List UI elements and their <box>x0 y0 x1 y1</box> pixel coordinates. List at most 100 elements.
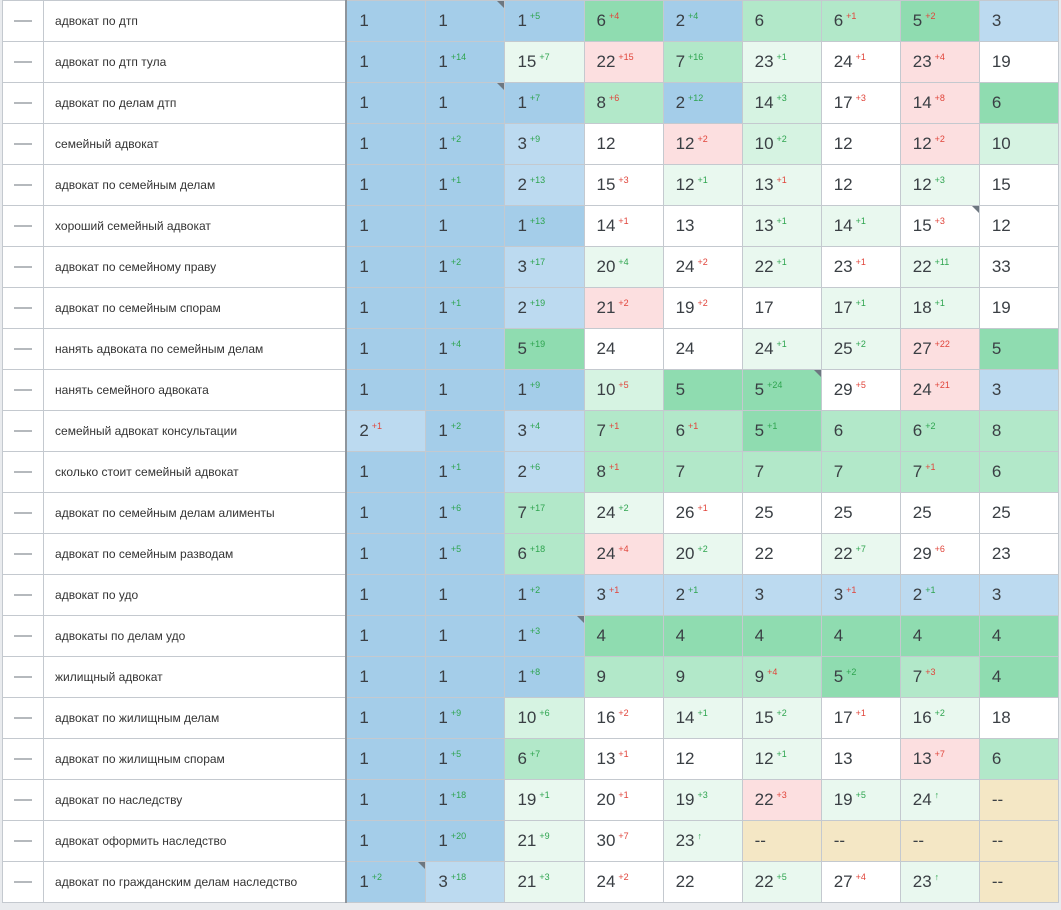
position-cell[interactable]: 1 <box>345 615 427 657</box>
position-cell[interactable]: 2 +1 <box>899 574 980 616</box>
row-collapse-toggle[interactable] <box>1 820 45 862</box>
position-cell[interactable]: 16 +2 <box>899 697 980 739</box>
position-cell[interactable]: 10 <box>978 123 1060 165</box>
position-cell[interactable]: 6 +2 <box>899 410 980 452</box>
position-cell[interactable]: 6 +18 <box>504 533 585 575</box>
position-cell[interactable]: 1 <box>425 656 506 698</box>
position-cell[interactable]: 1 <box>345 369 427 411</box>
position-cell[interactable]: 6 <box>978 738 1060 780</box>
position-cell[interactable]: 3 +18 <box>425 861 506 903</box>
position-cell[interactable]: 15 +3 <box>899 205 980 247</box>
position-cell[interactable]: 24 +1 <box>820 41 901 83</box>
position-cell[interactable]: 18 +1 <box>899 287 980 329</box>
position-cell[interactable]: 22 +7 <box>820 533 901 575</box>
position-cell[interactable]: 25 <box>820 492 901 534</box>
position-cell[interactable]: 1 +1 <box>425 164 506 206</box>
position-cell[interactable]: 29 +6 <box>899 533 980 575</box>
position-cell[interactable]: 3 +17 <box>504 246 585 288</box>
position-cell[interactable]: 1 +2 <box>425 123 506 165</box>
row-collapse-toggle[interactable] <box>1 451 45 493</box>
position-cell[interactable]: 12 +3 <box>899 164 980 206</box>
position-cell[interactable]: 7 +3 <box>899 656 980 698</box>
note-corner-marker[interactable] <box>576 616 584 623</box>
position-cell[interactable]: 14 +3 <box>741 82 822 124</box>
position-cell[interactable]: 1 +2 <box>345 861 427 903</box>
row-collapse-toggle[interactable] <box>1 697 45 739</box>
position-cell[interactable]: 3 <box>978 574 1060 616</box>
position-cell[interactable]: 13 +1 <box>741 205 822 247</box>
row-collapse-toggle[interactable] <box>1 738 45 780</box>
position-cell[interactable]: 25 <box>978 492 1060 534</box>
position-cell[interactable]: 1 <box>345 779 427 821</box>
position-cell[interactable]: 19 <box>978 287 1060 329</box>
position-cell[interactable]: 6 +4 <box>583 0 664 42</box>
position-cell[interactable]: 1 +18 <box>425 779 506 821</box>
position-cell[interactable]: 7 <box>820 451 901 493</box>
position-cell[interactable]: 6 <box>741 0 822 42</box>
position-cell[interactable]: 25 +2 <box>820 328 901 370</box>
row-collapse-toggle[interactable] <box>1 533 45 575</box>
position-cell[interactable]: 8 <box>978 410 1060 452</box>
position-cell[interactable]: 9 +4 <box>741 656 822 698</box>
position-cell[interactable]: 1 <box>425 615 506 657</box>
position-cell[interactable]: 1 <box>425 574 506 616</box>
position-cell[interactable]: 6 +1 <box>662 410 743 452</box>
note-corner-marker[interactable] <box>497 83 505 90</box>
position-cell[interactable]: 6 <box>978 82 1060 124</box>
position-cell[interactable]: 20 +4 <box>583 246 664 288</box>
position-cell[interactable]: 1 <box>345 533 427 575</box>
position-cell[interactable]: 12 +1 <box>741 738 822 780</box>
position-cell[interactable]: 1 +6 <box>425 492 506 534</box>
position-cell[interactable]: 4 <box>978 656 1060 698</box>
position-cell[interactable]: -- <box>978 779 1060 821</box>
position-cell[interactable]: 5 +19 <box>504 328 585 370</box>
position-cell[interactable]: 1 <box>425 0 506 42</box>
position-cell[interactable]: 1 <box>425 205 506 247</box>
position-cell[interactable]: 1 +2 <box>425 410 506 452</box>
position-cell[interactable]: 6 <box>978 451 1060 493</box>
position-cell[interactable]: 9 <box>662 656 743 698</box>
position-cell[interactable]: 3 +4 <box>504 410 585 452</box>
position-cell[interactable]: 4 <box>820 615 901 657</box>
position-cell[interactable]: 3 <box>978 369 1060 411</box>
row-collapse-toggle[interactable] <box>1 615 45 657</box>
position-cell[interactable]: 22 +1 <box>741 246 822 288</box>
position-cell[interactable]: 1 +13 <box>504 205 585 247</box>
position-cell[interactable]: 7 +17 <box>504 492 585 534</box>
position-cell[interactable]: 10 +5 <box>583 369 664 411</box>
position-cell[interactable]: 3 +1 <box>583 574 664 616</box>
position-cell[interactable]: 1 <box>345 492 427 534</box>
position-cell[interactable]: 1 <box>345 656 427 698</box>
position-cell[interactable]: 24 +2 <box>662 246 743 288</box>
position-cell[interactable]: 12 <box>662 738 743 780</box>
row-collapse-toggle[interactable] <box>1 246 45 288</box>
position-cell[interactable]: 12 <box>583 123 664 165</box>
position-cell[interactable]: 23 +1 <box>741 41 822 83</box>
position-cell[interactable]: -- <box>741 820 822 862</box>
position-cell[interactable]: 1 <box>345 697 427 739</box>
position-cell[interactable]: 18 <box>978 697 1060 739</box>
position-cell[interactable]: 1 <box>345 205 427 247</box>
position-cell[interactable]: 3 <box>978 0 1060 42</box>
position-cell[interactable]: 13 +1 <box>741 164 822 206</box>
position-cell[interactable]: 17 +1 <box>820 287 901 329</box>
position-cell[interactable]: 1 <box>345 0 427 42</box>
position-cell[interactable]: 4 <box>741 615 822 657</box>
note-corner-marker[interactable] <box>813 370 821 377</box>
position-cell[interactable]: 10 +6 <box>504 697 585 739</box>
position-cell[interactable]: 14 +8 <box>899 82 980 124</box>
position-cell[interactable]: 4 <box>583 615 664 657</box>
position-cell[interactable]: 1 <box>345 123 427 165</box>
position-cell[interactable]: 15 +3 <box>583 164 664 206</box>
position-cell[interactable]: 2 +1 <box>345 410 427 452</box>
position-cell[interactable]: 21 +9 <box>504 820 585 862</box>
row-collapse-toggle[interactable] <box>1 369 45 411</box>
position-cell[interactable]: 24 +2 <box>583 492 664 534</box>
position-cell[interactable]: 20 +1 <box>583 779 664 821</box>
position-cell[interactable]: 17 +1 <box>820 697 901 739</box>
position-cell[interactable]: 1 +14 <box>425 41 506 83</box>
position-cell[interactable]: 26 +1 <box>662 492 743 534</box>
position-cell[interactable]: 1 +7 <box>504 82 585 124</box>
row-collapse-toggle[interactable] <box>1 328 45 370</box>
position-cell[interactable]: 10 +2 <box>741 123 822 165</box>
